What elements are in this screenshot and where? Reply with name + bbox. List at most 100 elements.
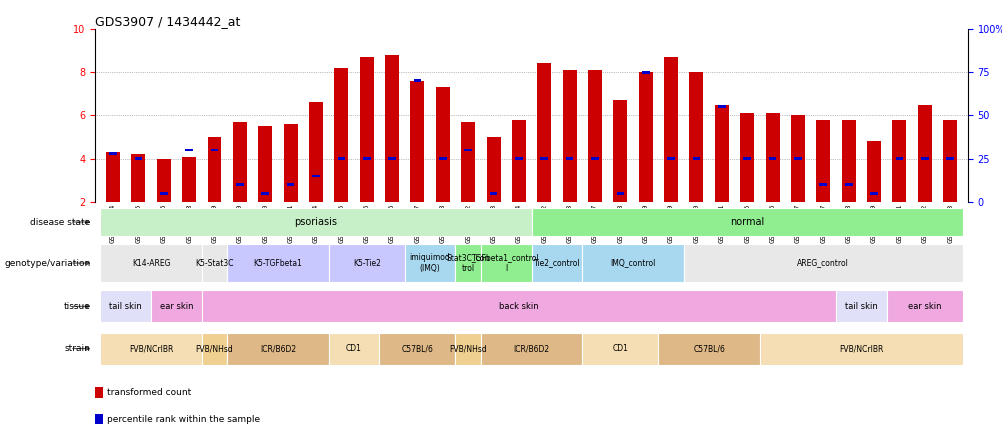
Text: C57BL/6: C57BL/6 — [692, 344, 724, 353]
Text: ICR/B6D2: ICR/B6D2 — [513, 344, 549, 353]
Text: FVB/NHsd: FVB/NHsd — [449, 344, 487, 353]
Bar — [159, 192, 167, 195]
Bar — [486, 137, 500, 202]
Bar — [587, 70, 601, 202]
Bar — [819, 183, 827, 186]
Bar — [714, 105, 728, 202]
Bar — [134, 157, 142, 160]
Bar — [385, 55, 399, 202]
Bar — [537, 63, 551, 202]
Text: ear skin: ear skin — [907, 302, 941, 311]
Text: percentile rank within the sample: percentile rank within the sample — [106, 415, 260, 424]
Bar — [337, 157, 345, 160]
Bar — [100, 244, 201, 282]
Bar — [920, 157, 928, 160]
Text: IMQ_control: IMQ_control — [610, 258, 655, 268]
Bar — [284, 124, 298, 202]
Text: ear skin: ear skin — [159, 302, 193, 311]
Text: genotype/variation: genotype/variation — [4, 258, 90, 268]
Bar — [151, 290, 201, 322]
Bar — [717, 105, 725, 108]
Bar — [866, 141, 880, 202]
Bar — [742, 157, 750, 160]
Text: FVB/NCrIBR: FVB/NCrIBR — [839, 344, 883, 353]
Bar — [436, 87, 449, 202]
Bar — [816, 120, 830, 202]
Bar — [100, 208, 531, 236]
Text: Tie2_control: Tie2_control — [533, 258, 580, 268]
Bar — [232, 122, 246, 202]
Bar — [455, 244, 480, 282]
Text: AREG_control: AREG_control — [797, 258, 849, 268]
Bar — [95, 414, 103, 424]
Text: GDS3907 / 1434442_at: GDS3907 / 1434442_at — [95, 15, 240, 28]
Bar — [439, 157, 446, 160]
Bar — [388, 157, 396, 160]
Bar — [515, 157, 522, 160]
Text: imiquimod
(IMQ): imiquimod (IMQ) — [410, 254, 450, 273]
Bar — [95, 387, 103, 398]
Bar — [363, 157, 370, 160]
Bar — [942, 120, 956, 202]
Bar — [360, 57, 374, 202]
Bar — [892, 120, 906, 202]
Text: CD1: CD1 — [346, 344, 362, 353]
Bar — [379, 333, 455, 365]
Bar — [309, 103, 323, 202]
Bar — [109, 152, 117, 155]
Text: C57BL/6: C57BL/6 — [401, 344, 433, 353]
Bar — [945, 157, 953, 160]
Bar — [760, 333, 962, 365]
Bar — [455, 333, 480, 365]
Bar — [531, 244, 582, 282]
Bar — [683, 244, 962, 282]
Text: ICR/B6D2: ICR/B6D2 — [260, 344, 296, 353]
Bar — [410, 81, 424, 202]
Bar — [489, 192, 497, 195]
Text: psoriasis: psoriasis — [295, 217, 337, 227]
Bar — [641, 71, 649, 74]
Bar — [663, 57, 677, 202]
Bar — [895, 157, 903, 160]
Text: tissue: tissue — [63, 302, 90, 311]
Bar — [106, 152, 120, 202]
Bar — [405, 244, 455, 282]
Bar — [262, 192, 269, 195]
Bar — [844, 183, 852, 186]
Bar — [657, 333, 760, 365]
Bar — [540, 157, 547, 160]
Bar — [768, 157, 776, 160]
Bar — [329, 244, 405, 282]
Text: Stat3C_con
trol: Stat3C_con trol — [446, 254, 489, 273]
Bar — [334, 68, 348, 202]
Bar — [100, 290, 151, 322]
Bar — [201, 290, 835, 322]
Bar — [613, 100, 626, 202]
Bar — [235, 183, 243, 186]
Bar — [329, 333, 379, 365]
Text: tail skin: tail skin — [109, 302, 142, 311]
Bar — [870, 192, 877, 195]
Bar — [258, 126, 272, 202]
Text: TGFbeta1_control
l: TGFbeta1_control l — [472, 254, 539, 273]
Bar — [841, 120, 855, 202]
Bar — [413, 79, 421, 82]
Bar — [739, 113, 754, 202]
Bar — [886, 290, 962, 322]
Bar — [480, 244, 531, 282]
Bar — [461, 122, 475, 202]
Text: K5-Tie2: K5-Tie2 — [353, 258, 381, 268]
Text: normal: normal — [729, 217, 764, 227]
Bar — [511, 120, 525, 202]
Bar — [201, 244, 227, 282]
Text: FVB/NCrIBR: FVB/NCrIBR — [129, 344, 173, 353]
Bar — [616, 192, 623, 195]
Bar — [312, 174, 320, 178]
Bar — [590, 157, 598, 160]
Text: transformed count: transformed count — [106, 388, 190, 397]
Bar — [565, 157, 573, 160]
Bar — [207, 137, 221, 202]
Text: K14-AREG: K14-AREG — [131, 258, 170, 268]
Bar — [185, 149, 192, 151]
Bar — [692, 157, 699, 160]
